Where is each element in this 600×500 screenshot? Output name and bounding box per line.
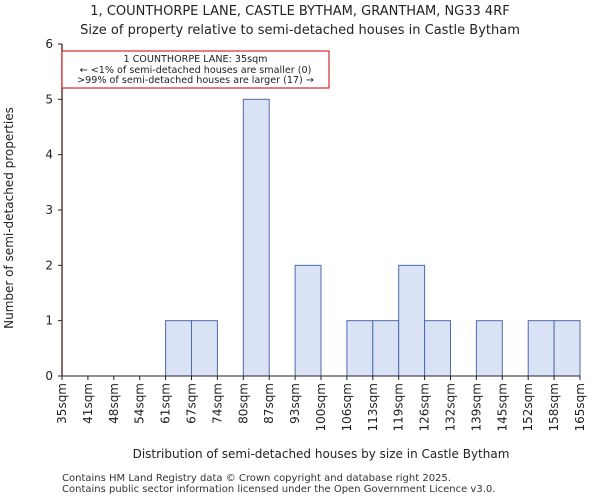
- bar-106sqm: [346, 320, 374, 377]
- bar-126sqm: [424, 320, 452, 377]
- y-axis-label: Number of semi-detached properties: [2, 107, 16, 329]
- x-tick-label-61sqm: 61sqm: [159, 383, 173, 424]
- x-tick-label-126sqm: 126sqm: [418, 383, 432, 431]
- x-tick-label-48sqm: 48sqm: [107, 383, 121, 424]
- bar-152sqm: [527, 320, 555, 377]
- x-tick-label-80sqm: 80sqm: [236, 383, 250, 424]
- y-tick-label-5: 5: [45, 92, 53, 106]
- bar-113sqm: [372, 320, 400, 377]
- bar-139sqm: [475, 320, 503, 377]
- chart-title-block: 1, COUNTHORPE LANE, CASTLE BYTHAM, GRANT…: [0, 0, 600, 40]
- bar-chart: 0 1 2 3 4 5 6 35sqm 41sqm 48sqm 54sqm 61sqm 67sqm 74s…: [2, 37, 587, 461]
- x-tick-label-113sqm: 113sqm: [366, 383, 380, 431]
- x-tick-label-165sqm: 165sqm: [573, 383, 587, 431]
- bar-80sqm: [242, 98, 270, 377]
- x-tick-label-41sqm: 41sqm: [81, 383, 95, 424]
- y-tick-label-2: 2: [45, 258, 53, 272]
- annotation-group: 1 COUNTHORPE LANE: 35sqm← <1% of semi-de…: [61, 50, 330, 89]
- annotation-line-2: ← <1% of semi-detached houses are smalle…: [80, 65, 312, 76]
- annotation-line-3: >99% of semi-detached houses are larger …: [77, 75, 314, 86]
- y-tick-label-3: 3: [45, 203, 53, 217]
- x-tick-label-132sqm: 132sqm: [444, 383, 458, 431]
- x-tick-label-152sqm: 152sqm: [521, 383, 535, 431]
- y-tick-label-0: 0: [45, 369, 53, 383]
- x-tick-label-139sqm: 139sqm: [469, 383, 483, 431]
- y-tick-label-1: 1: [45, 314, 53, 328]
- bar-61sqm: [165, 320, 193, 377]
- x-tick-label-54sqm: 54sqm: [133, 383, 147, 424]
- annotation-line-1: 1 COUNTHORPE LANE: 35sqm: [123, 54, 267, 65]
- x-tick-label-35sqm: 35sqm: [55, 383, 69, 424]
- x-tick-label-93sqm: 93sqm: [288, 383, 302, 424]
- attribution-line-1: Contains HM Land Registry data © Crown c…: [62, 473, 451, 484]
- bar-93sqm: [294, 264, 322, 377]
- x-tick-label-145sqm: 145sqm: [495, 383, 509, 431]
- x-tick-label-119sqm: 119sqm: [392, 383, 406, 431]
- x-tick-label-106sqm: 106sqm: [340, 383, 354, 431]
- x-tick-label-158sqm: 158sqm: [547, 383, 561, 431]
- x-tick-label-74sqm: 74sqm: [210, 383, 224, 424]
- x-tick-label-87sqm: 87sqm: [262, 383, 276, 424]
- x-axis-label: Distribution of semi-detached houses by …: [133, 447, 510, 461]
- attribution-line-2: Contains public sector information licen…: [62, 484, 496, 495]
- axes-group: 0 1 2 3 4 5 6 35sqm 41sqm 48sqm 54sqm 61sqm 67sqm 74s…: [45, 37, 587, 431]
- y-tick-label-6: 6: [45, 37, 53, 51]
- x-tick-label-67sqm: 67sqm: [185, 383, 199, 424]
- annotation-box: [61, 50, 330, 89]
- bars-group: [165, 98, 581, 377]
- bar-67sqm: [191, 320, 218, 377]
- bar-119sqm: [398, 264, 426, 377]
- chart-title: 1, COUNTHORPE LANE, CASTLE BYTHAM, GRANT…: [90, 4, 510, 19]
- x-tick-label-100sqm: 100sqm: [314, 383, 328, 431]
- attribution-footer: Contains HM Land Registry data © Crown c…: [62, 473, 495, 495]
- y-tick-label-4: 4: [45, 148, 53, 162]
- chart-subtitle: Size of property relative to semi-detach…: [80, 23, 520, 38]
- bar-158sqm: [553, 320, 581, 377]
